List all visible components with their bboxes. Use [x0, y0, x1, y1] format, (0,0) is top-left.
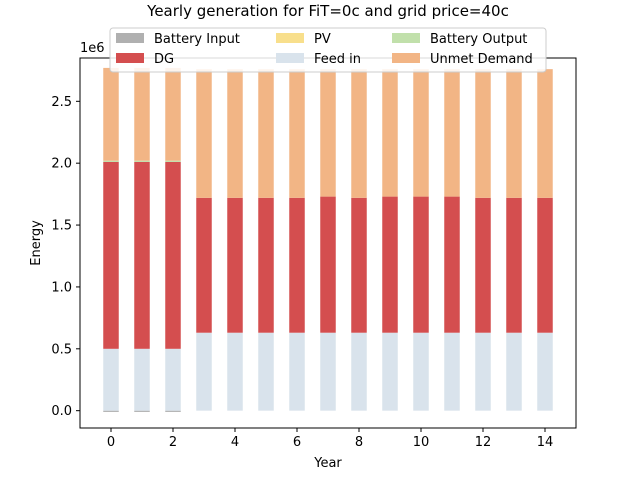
- x-tick-label: 10: [413, 435, 430, 450]
- bar-unmet-demand-year-2: [165, 67, 181, 161]
- bar-feed-in-year-4: [227, 332, 243, 411]
- y-axis: 0.0 0.5 1.0 1.5 2.0 2.5: [51, 95, 80, 419]
- bar-unmet-demand-year-6: [289, 69, 305, 198]
- bar-battery-input-year-2: [165, 410, 181, 412]
- bars-layer: [103, 67, 553, 412]
- bar-unmet-demand-year-4: [227, 69, 243, 198]
- legend-swatch-battery-input: [116, 33, 144, 43]
- bar-unmet-demand-year-8: [351, 69, 367, 198]
- x-tick-label: 6: [293, 435, 301, 450]
- x-tick-label: 4: [231, 435, 239, 450]
- y-tick-label: 1.5: [51, 219, 72, 234]
- bar-dg-year-8: [351, 197, 367, 333]
- bar-unmet-demand-year-12: [475, 69, 491, 198]
- bar-feed-in-year-12: [475, 332, 491, 411]
- legend-label-dg: DG: [154, 52, 174, 67]
- legend-swatch-feed-in: [276, 53, 304, 63]
- legend-label-battery-output: Battery Output: [430, 32, 527, 47]
- bar-battery-output-year-0: [103, 160, 119, 162]
- legend-swatch-pv: [276, 33, 304, 43]
- legend: Battery Input PV Battery Output DG Feed in Un…: [109, 27, 547, 73]
- x-tick-label: 12: [475, 435, 492, 450]
- y-tick-label: 0.5: [51, 342, 72, 357]
- bar-dg-year-6: [289, 197, 305, 333]
- bar-battery-input-year-1: [134, 410, 150, 412]
- bar-dg-year-1: [134, 161, 150, 349]
- bar-unmet-demand-year-0: [103, 67, 119, 161]
- y-tick-label: 0.0: [51, 404, 72, 419]
- bar-unmet-demand-year-10: [413, 69, 429, 197]
- bar-feed-in-year-10: [413, 332, 429, 411]
- legend-swatch-unmet-demand: [392, 53, 420, 63]
- bar-battery-output-year-2: [165, 160, 181, 162]
- bar-unmet-demand-year-14: [537, 69, 553, 198]
- bar-feed-in-year-2: [165, 348, 181, 411]
- bar-feed-in-year-14: [537, 332, 553, 411]
- legend-swatch-battery-output: [392, 33, 420, 43]
- bar-unmet-demand-year-13: [506, 69, 522, 198]
- x-axis: 0 2 4 6 8 10 12 14: [107, 428, 553, 450]
- bar-dg-year-13: [506, 197, 522, 333]
- x-axis-label: Year: [313, 456, 342, 471]
- bar-feed-in-year-13: [506, 332, 522, 411]
- legend-label-pv: PV: [314, 32, 331, 47]
- bar-dg-year-7: [320, 196, 336, 333]
- bar-feed-in-year-3: [196, 332, 212, 411]
- bar-feed-in-year-1: [134, 348, 150, 411]
- bar-unmet-demand-year-7: [320, 69, 336, 197]
- bar-feed-in-year-5: [258, 332, 274, 411]
- bar-feed-in-year-7: [320, 332, 336, 411]
- bar-dg-year-11: [444, 196, 460, 333]
- bar-feed-in-year-8: [351, 332, 367, 411]
- bar-unmet-demand-year-3: [196, 69, 212, 198]
- bar-feed-in-year-0: [103, 348, 119, 411]
- legend-label-battery-input: Battery Input: [154, 32, 240, 47]
- x-tick-label: 0: [107, 435, 115, 450]
- legend-label-unmet-demand: Unmet Demand: [430, 52, 533, 67]
- y-tick-label: 2.5: [51, 95, 72, 110]
- bar-unmet-demand-year-5: [258, 69, 274, 198]
- bar-dg-year-10: [413, 196, 429, 333]
- legend-label-feed-in: Feed in: [314, 52, 361, 67]
- bar-unmet-demand-year-1: [134, 67, 150, 161]
- bar-dg-year-3: [196, 197, 212, 333]
- y-multiplier-label: 1e6: [80, 41, 105, 56]
- x-tick-label: 2: [169, 435, 177, 450]
- bar-feed-in-year-6: [289, 332, 305, 411]
- bar-dg-year-9: [382, 196, 398, 333]
- bar-unmet-demand-year-11: [444, 69, 460, 197]
- y-tick-label: 2.0: [51, 157, 72, 172]
- bar-feed-in-year-9: [382, 332, 398, 411]
- bar-dg-year-14: [537, 197, 553, 333]
- legend-swatch-dg: [116, 53, 144, 63]
- bar-battery-input-year-0: [103, 410, 119, 412]
- y-axis-label: Energy: [29, 220, 44, 266]
- chart-title: Yearly generation for FiT=0c and grid pr…: [146, 2, 509, 20]
- y-tick-label: 1.0: [51, 280, 72, 295]
- bar-unmet-demand-year-9: [382, 69, 398, 197]
- bar-dg-year-5: [258, 197, 274, 333]
- x-tick-label: 8: [355, 435, 363, 450]
- x-tick-label: 14: [537, 435, 554, 450]
- bar-dg-year-2: [165, 161, 181, 349]
- bar-dg-year-4: [227, 197, 243, 333]
- legend-frame: [109, 27, 547, 73]
- bar-battery-output-year-1: [134, 160, 150, 162]
- bar-dg-year-0: [103, 161, 119, 349]
- bar-dg-year-12: [475, 197, 491, 333]
- bar-feed-in-year-11: [444, 332, 460, 411]
